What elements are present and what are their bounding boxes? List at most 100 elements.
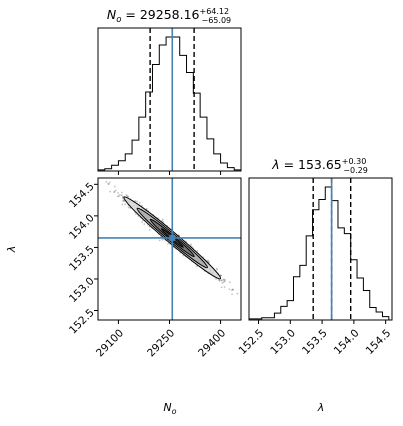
joint-sample-point [122,199,125,202]
No-xtick-label-2: 29400 [196,327,228,359]
joint-sample-point [224,279,227,281]
joint-sample-point [134,213,137,216]
joint-sample-point [182,254,185,257]
joint-sample-point [109,190,112,193]
No-xtick-label-0: 29100 [94,327,126,359]
joint-sample-point [228,281,231,284]
joint-sample-point [161,218,164,221]
joint-sample-point [121,196,124,199]
joint-sample-point [143,223,146,225]
joint-sample-point [124,203,127,206]
joint-sample-point [219,274,222,277]
No-histogram-step [97,36,242,171]
joint-sample-point [236,292,239,295]
joint-sample-point [113,185,116,188]
joint-sample-point [114,189,117,192]
joint-sample-point [127,196,129,198]
joint-sample-point [105,180,108,183]
No-xtick-label-1: 29250 [145,327,177,359]
joint-sample-point [231,288,234,291]
joint-sample-point [126,195,128,197]
lambda-xtick-label-4: 154.5 [364,327,394,357]
joint-sample-point [190,243,193,246]
joint-sample-point [121,191,123,194]
title-lambda: λ = 153.65+0.30 −0.29 [271,157,368,175]
lambda-ytick-label-4: 154.5 [67,181,97,211]
joint-sample-point [231,293,233,296]
joint-truth-marker [169,234,176,241]
joint-sample-point [107,182,110,185]
joint-sample-point [127,206,130,209]
xlabel-No: No [163,401,176,416]
lambda-xtick-label-3: 154.0 [332,327,362,357]
xlabel-lambda: λ [317,401,325,414]
joint-sample-point [127,195,129,198]
lambda-frame [248,177,393,321]
joint-sample-point [223,280,226,283]
No-frame [97,27,242,172]
joint-sample-point [222,281,225,283]
joint-sample-point [120,194,123,197]
joint-sample-point [195,265,198,268]
joint-sample-point [223,286,226,288]
joint-sample-point [215,278,217,280]
joint-sample-point [218,279,221,282]
histogram-No-panel [97,27,242,175]
joint-sample-point [145,207,148,210]
joint-sample-point [136,200,139,203]
joint-sample-point [113,191,116,194]
joint-sample-point [222,278,225,281]
title-No: No = 29258.16+64.12 −65.09 [107,7,231,25]
joint-sample-point [118,193,121,196]
joint-sample-point [95,170,97,172]
joint-sample-point [220,274,223,277]
lambda-ytick-label-3: 154.0 [67,212,97,242]
joint-sample-point [220,286,223,289]
joint-frame [97,177,242,321]
lambda-histogram-step [248,186,390,320]
lambda-ytick-label-2: 153.5 [67,244,97,274]
joint-sample-point [108,181,111,184]
joint-sample-point [161,238,164,241]
lambda-xtick-label-1: 153.0 [268,327,298,357]
joint-sample-point [162,220,165,223]
lambda-xtick-label-2: 153.5 [300,327,330,357]
joint-sample-point [113,190,116,193]
joint-sample-point [196,249,199,252]
joint-sample-point [223,279,226,281]
joint-sample-point [231,289,233,291]
joint-sample-point [216,268,219,271]
joint-sample-point [125,194,128,196]
joint-sample-point [221,281,224,284]
joint-sample-point [117,191,119,194]
joint-sample-point [122,195,124,198]
joint-sample-point [221,279,223,282]
joint-sample-point [148,229,151,231]
joint-sample-point [107,183,110,186]
joint-sample-point [116,195,119,198]
joint-sample-point [220,279,223,282]
joint-sample-point [122,200,125,202]
lambda-xtick-label-0: 152.5 [236,327,266,357]
histogram-lambda-panel: 152.5 153.0 153.5 154.0 154.5 [236,177,394,357]
lambda-ytick-label-1: 153.0 [67,275,97,305]
joint-sample-point [138,201,141,204]
joint-sample-point [117,195,120,198]
joint-sample-point [215,267,218,270]
joint-sample-point [89,168,91,170]
joint-sample-point [207,259,209,262]
joint-sample-point [167,242,170,245]
joint-sample-point [232,288,235,291]
joint-sample-point [208,261,210,263]
joint-sample-point [160,219,163,222]
joint-content [89,168,241,296]
joint-sample-point [141,221,144,223]
joint-sample-point [134,200,137,202]
joint-sample-point [121,203,124,206]
joint-sample-point [158,239,161,242]
joint-sample-point [218,279,221,282]
lambda-ytick-label-0: 152.5 [67,307,97,337]
